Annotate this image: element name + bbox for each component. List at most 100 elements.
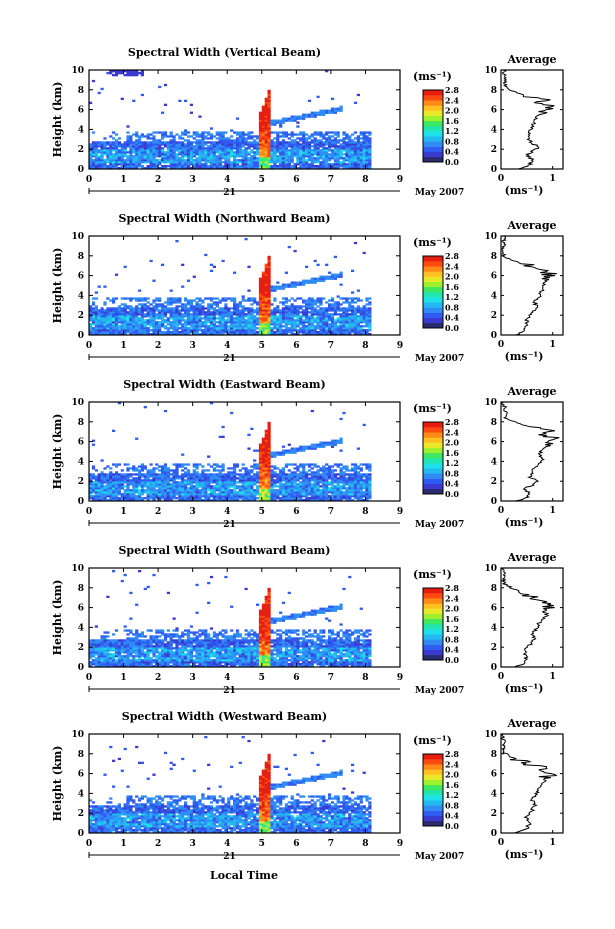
heatmap-cell [109, 159, 113, 162]
heatmap-cell [149, 491, 153, 494]
heatmap-cell [106, 309, 110, 312]
heatmap-cell [270, 473, 274, 476]
heatmap-cell [345, 323, 349, 326]
heatmap-cell [362, 149, 366, 152]
heatmap-cell [305, 463, 309, 466]
heatmap-cell [330, 325, 335, 328]
heatmap-cell [261, 309, 265, 312]
heatmap-cell [227, 489, 231, 492]
heatmap-cell [155, 325, 159, 328]
heatmap-cell [163, 481, 168, 484]
heatmap-cell [299, 445, 303, 448]
heatmap-cell [204, 327, 208, 330]
heatmap-cell [114, 70, 119, 73]
heatmap-cell [270, 487, 274, 490]
heatmap-cell [181, 315, 185, 318]
heatmap-cell [241, 495, 245, 498]
heatmap-cell [123, 479, 127, 482]
heatmap-cell [365, 333, 369, 335]
heatmap-cell [287, 329, 291, 332]
heatmap-cell [279, 475, 283, 478]
heatmap-cell [109, 299, 113, 302]
heatmap-cell [302, 485, 306, 488]
heatmap-cell [299, 161, 303, 164]
heatmap-cell [319, 113, 323, 116]
heatmap-cell [163, 469, 168, 472]
heatmap-cell [247, 307, 251, 310]
heatmap-cell [264, 143, 268, 146]
heatmap-cell [97, 497, 101, 500]
heatmap-cell [264, 167, 268, 169]
heatmap-cell [207, 167, 211, 169]
heatmap-cell [345, 167, 349, 169]
heatmap-cell [123, 163, 127, 166]
heatmap-cell [212, 317, 216, 320]
heatmap-cell [186, 473, 191, 476]
heatmap-cell [273, 161, 277, 164]
heatmap-cell [267, 131, 271, 134]
heatmap-cell [129, 493, 133, 496]
heatmap-cell [89, 329, 93, 332]
heatmap-cell [138, 483, 142, 486]
heatmap-cell [192, 491, 196, 494]
heatmap-cell [126, 155, 130, 158]
heatmap-cell [209, 313, 214, 316]
heatmap-cell [224, 331, 228, 334]
heatmap-cell [258, 153, 263, 156]
heatmap-cell [103, 321, 107, 324]
heatmap-cell [267, 497, 271, 500]
heatmap-cell [362, 165, 366, 168]
heatmap-cell [276, 485, 280, 488]
heatmap-cell [224, 299, 228, 302]
heatmap-cell [172, 153, 176, 156]
heatmap-cell [132, 133, 136, 136]
heatmap-cell [215, 167, 219, 169]
heatmap-cell [149, 329, 153, 332]
heatmap-cell [184, 313, 188, 316]
heatmap-cell [120, 473, 124, 476]
heatmap-cell [94, 323, 98, 326]
heatmap-cell [339, 109, 343, 112]
heatmap-cell [287, 313, 291, 316]
heatmap-cell [267, 275, 271, 278]
heatmap-cell [267, 133, 271, 136]
heatmap-cell [348, 153, 352, 156]
heatmap-cell [261, 473, 265, 476]
heatmap-cell [233, 139, 237, 142]
heatmap-cell [264, 333, 268, 335]
heatmap-cell [267, 113, 271, 116]
heatmap-cell [181, 305, 185, 308]
heatmap-cell [175, 163, 179, 166]
heatmap-cell [330, 299, 335, 302]
heatmap-cell [348, 307, 352, 310]
heatmap-cell [256, 153, 260, 156]
heatmap-cell [258, 303, 263, 306]
heatmap-cell [155, 131, 159, 134]
heatmap-cell [184, 463, 188, 466]
heatmap-cell [166, 333, 170, 335]
heatmap-cell [209, 141, 214, 144]
heatmap-cell [322, 325, 326, 328]
heatmap-cell [261, 277, 265, 280]
heatmap-cell [97, 155, 101, 158]
heatmap-cell [267, 273, 271, 276]
heatmap-cell [212, 311, 216, 314]
heatmap-cell [91, 315, 96, 318]
heatmap-cell [184, 325, 188, 328]
heatmap-cell [302, 321, 306, 324]
heatmap-cell [293, 497, 297, 500]
heatmap-cell [198, 497, 202, 500]
heatmap-cell [356, 149, 360, 152]
heatmap-cell [250, 131, 254, 134]
heatmap-cell [330, 97, 335, 100]
heatmap-cell [120, 145, 124, 148]
y-tick-label: 4 [78, 125, 84, 135]
heatmap-cell [158, 149, 162, 152]
heatmap-cell [126, 327, 130, 330]
heatmap-cell [201, 131, 205, 134]
heatmap-cell [218, 469, 222, 472]
colorbar-tick-label: 1.2 [445, 126, 459, 136]
heatmap-cell [305, 281, 309, 284]
heatmap-cell [313, 147, 317, 150]
heatmap-cell [247, 299, 251, 302]
